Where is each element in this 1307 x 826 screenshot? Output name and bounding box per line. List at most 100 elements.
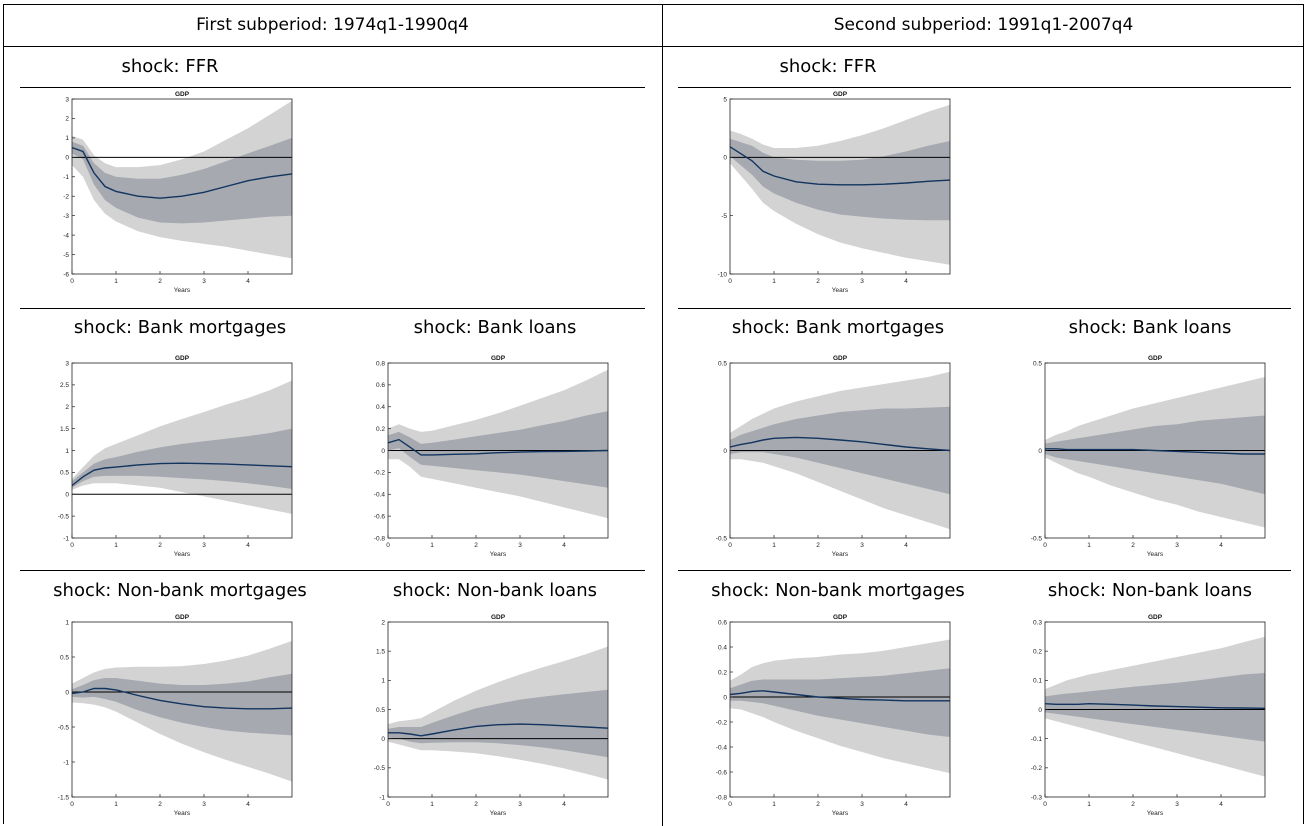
y-tick-label: -0.5	[58, 724, 70, 731]
row-rule-nonbank-left	[20, 570, 645, 571]
y-tick-label: 0.6	[718, 619, 727, 626]
x-tick-label: 1	[430, 801, 434, 808]
y-tick-label: -0.2	[716, 719, 728, 726]
inner-confidence-band	[72, 428, 292, 489]
shock-title-bank-mortgages-left: shock: Bank mortgages	[73, 317, 287, 338]
median-response-line	[71, 687, 293, 710]
column-divider	[662, 4, 663, 826]
x-tick-label: 4	[246, 542, 250, 549]
x-tick-label: 2	[1131, 542, 1135, 549]
x-tick-label: 3	[860, 801, 864, 808]
x-axis-label: Years	[490, 551, 507, 558]
y-tick-label: -0.5	[716, 535, 728, 542]
y-tick-label: 1.5	[376, 648, 385, 655]
y-tick-label: 0.8	[376, 360, 385, 367]
x-tick-label: 2	[816, 278, 820, 285]
chart-title: GDP	[833, 614, 848, 621]
x-tick-label: 3	[202, 542, 206, 549]
median-response-line	[71, 146, 293, 199]
chart-bank-mortgages-first-subperiod: 0 1 2 3 4 3 2.5 2 1.5 1 0.5 0 -0.5 -1 GDP Years	[58, 355, 293, 558]
y-tick-label: -0.4	[716, 744, 728, 751]
median-response-line	[1045, 448, 1265, 455]
y-tick-label: -1	[63, 535, 69, 542]
x-tick-label: 4	[562, 801, 566, 808]
y-tick-label: 0	[65, 492, 69, 499]
y-tick-label: -10	[718, 271, 728, 278]
chart-ffr-second-subperiod: 0 1 2 3 4 5 0 -5 -10 GDP Years	[718, 91, 951, 294]
header-divider	[3, 46, 1304, 47]
shock-title-bank-mortgages-right: shock: Bank mortgages	[731, 317, 945, 338]
x-tick-label: 0	[1043, 542, 1047, 549]
y-tick-label: 3	[65, 360, 69, 367]
y-tick-label: 2.5	[60, 382, 69, 389]
chart-nonbank-loans-second-subperiod: 0 1 2 3 4 0.3 0.2 0.1 0 -0.1 -0.2 -0.3 GDP Years	[1031, 614, 1266, 817]
chart-title: GDP	[1148, 614, 1163, 621]
chart-title: GDP	[175, 355, 190, 362]
chart-title: GDP	[833, 355, 848, 362]
y-tick-label: 0.2	[376, 426, 385, 433]
x-tick-label: 4	[562, 542, 566, 549]
x-tick-label: 4	[246, 801, 250, 808]
x-tick-label: 1	[772, 542, 776, 549]
shock-title-nonbank-mortgages-right: shock: Non-bank mortgages	[711, 580, 965, 601]
row-rule-bank-right	[678, 308, 1291, 309]
y-tick-label: -4	[63, 232, 69, 239]
x-tick-label: 3	[860, 542, 864, 549]
inner-confidence-band	[388, 411, 608, 488]
y-tick-label: 2	[381, 619, 385, 626]
inner-confidence-band	[730, 668, 950, 737]
plot-axes-box	[729, 98, 951, 275]
y-tick-label: -5	[721, 213, 727, 220]
y-tick-label: 1	[65, 135, 69, 142]
x-tick-label: 0	[386, 801, 390, 808]
median-response-line	[729, 690, 950, 702]
x-axis-label: Years	[1147, 551, 1164, 558]
x-tick-label: 4	[1219, 801, 1223, 808]
figure-frame	[3, 4, 1304, 824]
y-tick-label: 2	[65, 116, 69, 123]
y-tick-label: 0.4	[718, 644, 727, 651]
x-tick-label: 3	[518, 542, 522, 549]
x-axis-label: Years	[1147, 810, 1164, 817]
x-axis-label: Years	[174, 551, 191, 558]
plot-axes-box	[729, 621, 951, 798]
y-tick-label: 0.5	[376, 707, 385, 714]
y-tick-label: 1.5	[60, 426, 69, 433]
x-tick-label: 2	[158, 542, 162, 549]
left-column-header: First subperiod: 1974q1-1990q4	[196, 15, 469, 35]
x-tick-label: 0	[728, 278, 732, 285]
plot-axes-box	[71, 621, 293, 798]
y-tick-label: 2	[65, 404, 69, 411]
chart-bank-loans-first-subperiod: 0 1 2 3 4 0.8 0.6 0.4 0.2 0 -0.2 -0.4 -0.6 -0.8 GDP Yea…	[374, 355, 609, 558]
x-axis-label: Years	[174, 810, 191, 817]
x-tick-label: 1	[772, 278, 776, 285]
chart-nonbank-mortgages-second-subperiod: 0 1 2 3 4 0.6 0.4 0.2 0 -0.2 -0.4 -0.6 -0.8 GDP Years	[716, 614, 951, 817]
chart-nonbank-loans-first-subperiod: 0 1 2 3 4 2 1.5 1 0.5 0 -0.5 -1 GDP Years	[374, 614, 609, 817]
y-tick-label: 0.4	[376, 404, 385, 411]
chart-title: GDP	[491, 355, 506, 362]
x-tick-label: 1	[430, 542, 434, 549]
x-tick-label: 2	[474, 542, 478, 549]
y-tick-label: 1	[65, 619, 69, 626]
x-tick-label: 1	[114, 801, 118, 808]
inner-confidence-band	[72, 137, 292, 224]
chart-title: GDP	[491, 614, 506, 621]
median-response-line	[388, 723, 609, 737]
y-tick-label: 0	[723, 155, 727, 162]
shock-title-bank-loans-right: shock: Bank loans	[1068, 317, 1232, 338]
x-tick-label: 3	[1175, 801, 1179, 808]
y-tick-label: -0.2	[374, 470, 386, 477]
x-tick-label: 3	[860, 278, 864, 285]
x-tick-label: 2	[816, 801, 820, 808]
x-tick-label: 4	[904, 801, 908, 808]
chart-title: GDP	[175, 91, 190, 98]
y-tick-label: 0.5	[60, 654, 69, 661]
shock-title-nonbank-loans-right: shock: Non-bank loans	[1047, 580, 1253, 601]
y-tick-label: 0.3	[1033, 619, 1042, 626]
y-tick-label: -0.5	[374, 765, 386, 772]
inner-confidence-band	[730, 138, 950, 221]
y-tick-label: 1	[381, 678, 385, 685]
x-tick-label: 4	[246, 278, 250, 285]
median-response-line	[387, 438, 609, 456]
